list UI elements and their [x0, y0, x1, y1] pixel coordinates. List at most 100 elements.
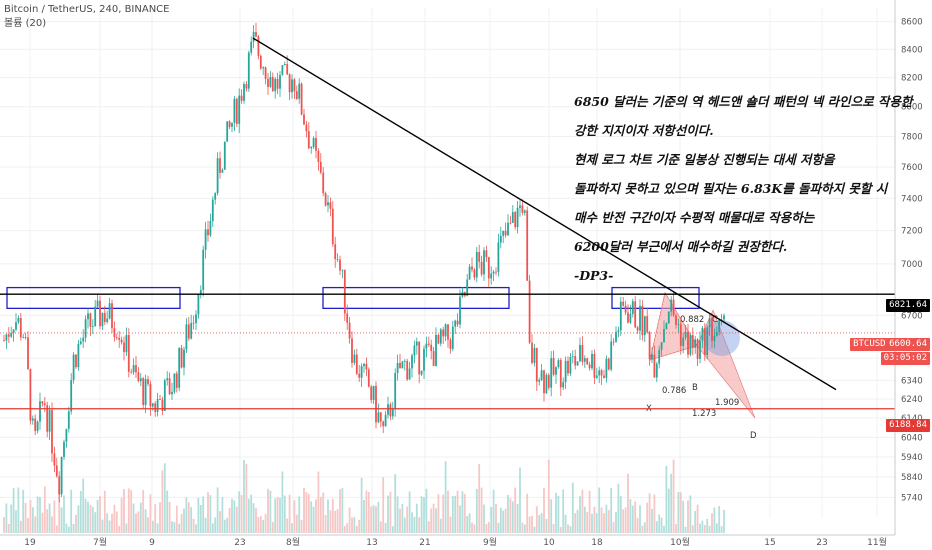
- volume-bar: [262, 519, 265, 533]
- candle-body: [135, 365, 137, 373]
- candle-body: [526, 210, 529, 281]
- volume-bar: [605, 504, 608, 533]
- candle-body: [293, 79, 296, 92]
- volume-bar: [3, 517, 5, 533]
- harmonic-leg: [649, 345, 698, 361]
- volume-bar: [624, 507, 627, 533]
- candle-body: [363, 363, 365, 367]
- candle-body: [475, 251, 478, 278]
- harmonic-label-b: B: [692, 383, 698, 393]
- candle-body: [202, 249, 205, 290]
- volume-bar: [545, 518, 548, 533]
- volume-bar: [315, 499, 317, 533]
- candle-body: [646, 316, 649, 333]
- y-tick-label: 6700: [901, 311, 923, 321]
- y-tick-label: 8600: [901, 18, 923, 28]
- candle-body: [713, 335, 716, 341]
- volume-bar: [216, 487, 219, 533]
- volume-bar: [581, 489, 584, 533]
- volume-bar: [283, 495, 286, 533]
- candle-body: [351, 338, 353, 363]
- x-tick-label: 11월: [867, 536, 887, 548]
- candle-body: [495, 271, 497, 273]
- volume-bar: [219, 511, 221, 533]
- volume-bar: [295, 514, 298, 533]
- candle-body: [375, 385, 377, 423]
- candle-body: [480, 261, 483, 275]
- volume-bar: [603, 513, 605, 533]
- candle-body: [406, 360, 409, 380]
- volume-bar: [233, 500, 236, 533]
- volume-bar: [358, 519, 361, 533]
- candle-body: [641, 305, 644, 336]
- volume-bar: [118, 525, 121, 533]
- candle-body: [17, 318, 20, 323]
- volume-bar: [588, 490, 591, 533]
- volume-bar: [101, 519, 104, 533]
- volume-bar: [651, 508, 653, 533]
- volume-bar: [336, 509, 339, 533]
- candle-body: [173, 373, 176, 392]
- volume-bar: [636, 517, 639, 533]
- candle-body: [339, 259, 341, 271]
- candle-body: [663, 329, 665, 343]
- volume-bar: [598, 487, 601, 533]
- volume-bar: [312, 506, 315, 533]
- candle-body: [689, 335, 692, 355]
- volume-bar: [557, 495, 560, 533]
- candle-body: [334, 244, 337, 260]
- volume-bar: [72, 523, 75, 533]
- volume-bar: [111, 513, 113, 533]
- volume-bar: [394, 474, 397, 533]
- volume-bar: [487, 521, 490, 533]
- volume-bar: [382, 477, 385, 533]
- candle-body: [370, 386, 373, 400]
- y-tick-label: 7000: [901, 260, 923, 270]
- note-line: 강한 지지이자 저항선이다.: [574, 123, 714, 138]
- candle-body: [586, 358, 589, 365]
- harmonic-ratio-label: 0.786: [662, 386, 686, 396]
- candle-body: [259, 55, 262, 69]
- candle-body: [631, 301, 634, 314]
- volume-bar: [166, 490, 169, 533]
- volume-bar: [252, 503, 255, 533]
- volume-bar: [586, 512, 589, 533]
- volume-bar: [459, 505, 461, 533]
- volume-bar: [439, 518, 442, 533]
- volume-bar: [418, 517, 421, 533]
- volume-bar: [279, 497, 281, 533]
- candle-body: [183, 349, 185, 368]
- volume-bar: [247, 498, 250, 533]
- candle-body: [257, 36, 260, 56]
- candle-body: [336, 259, 339, 260]
- candle-body: [175, 373, 178, 388]
- candle-body: [279, 74, 281, 89]
- resistance-zone-box: [611, 286, 700, 310]
- candle-body: [178, 347, 181, 388]
- candle-body: [96, 300, 99, 307]
- volume-bar: [399, 508, 401, 533]
- candle-body: [557, 360, 560, 368]
- candle-body: [187, 324, 190, 339]
- candle-body: [627, 312, 629, 323]
- candle-body: [303, 114, 305, 125]
- volume-bar: [363, 500, 365, 533]
- volume-bar: [185, 497, 188, 533]
- candle-body: [569, 357, 572, 374]
- candle-body: [682, 337, 685, 347]
- candle-body: [312, 138, 315, 148]
- candle-body: [574, 356, 577, 366]
- candle-body: [514, 212, 517, 228]
- y-tick-label: 5940: [901, 453, 923, 463]
- volume-bar: [228, 508, 231, 533]
- volume-bar: [437, 494, 440, 533]
- volume-bar: [454, 495, 457, 533]
- candle-body: [672, 299, 675, 316]
- candle-body: [137, 372, 140, 382]
- candle-body: [118, 337, 121, 340]
- volume-bar: [658, 514, 661, 533]
- volume-bar: [461, 491, 464, 533]
- volume-bar: [713, 507, 716, 533]
- volume-bar: [135, 513, 137, 533]
